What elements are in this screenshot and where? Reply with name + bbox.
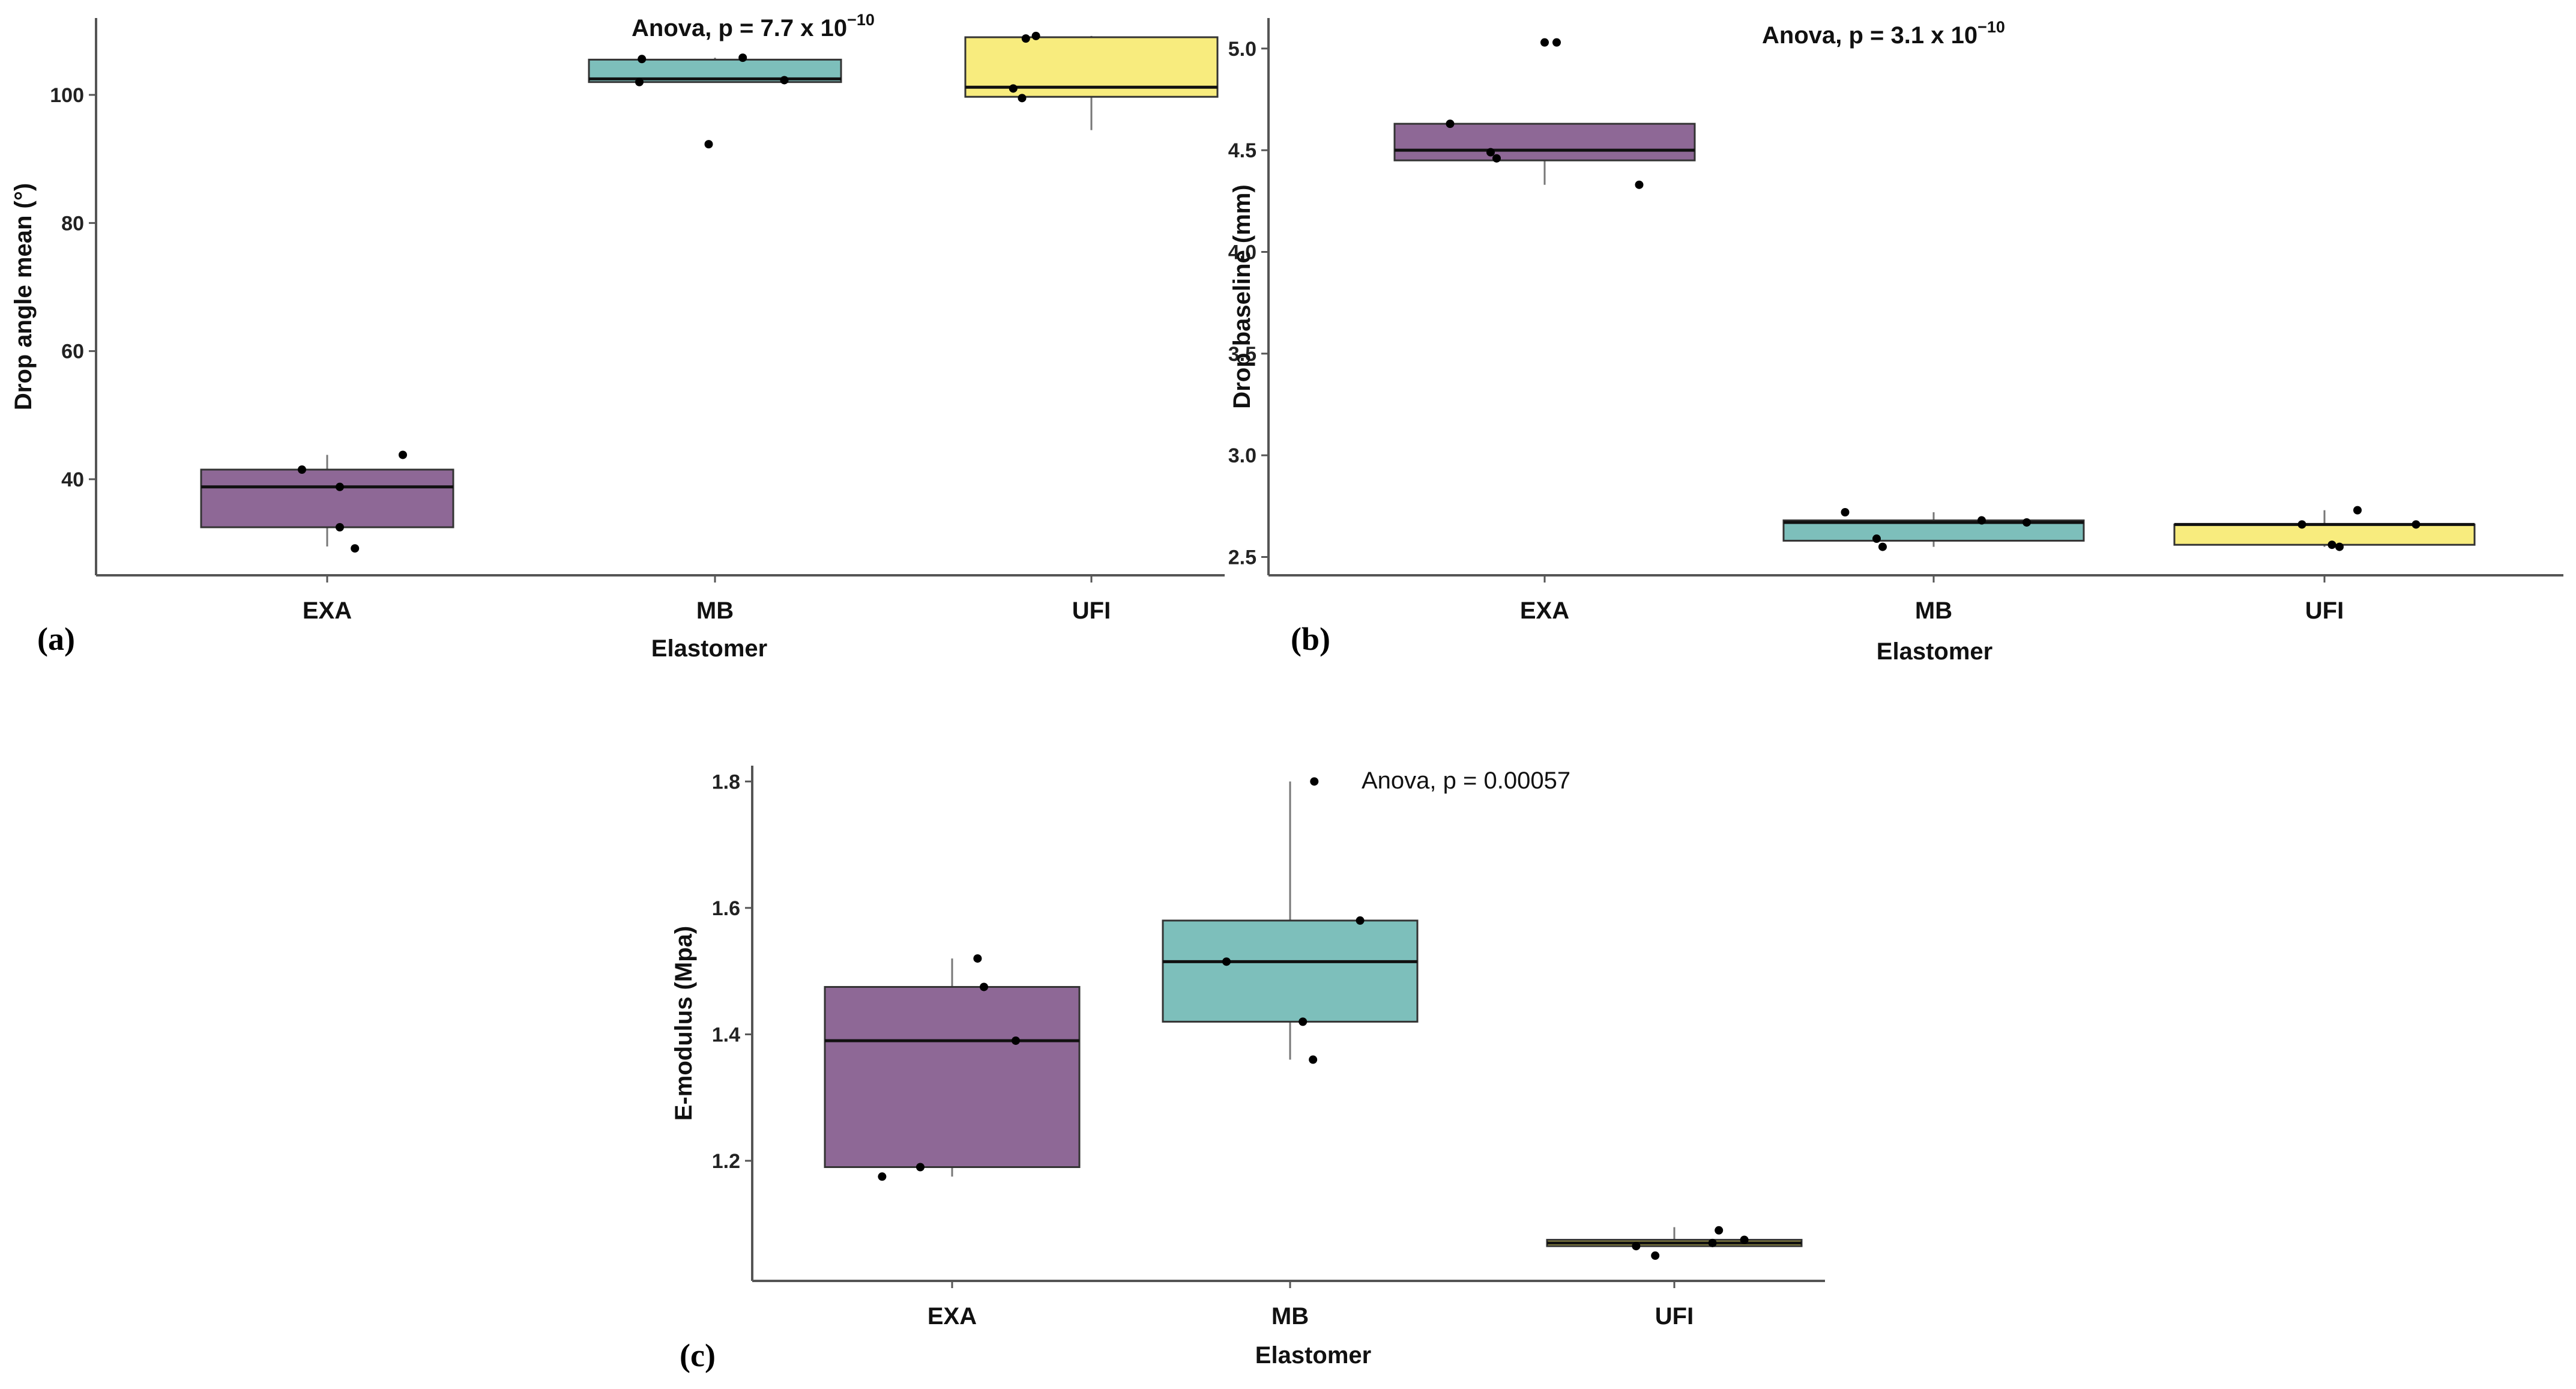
- data-point-mb: [1299, 1017, 1308, 1026]
- x-tick-label-mb: MB: [1271, 1303, 1309, 1330]
- y-tick-label: 60: [61, 340, 84, 363]
- data-point-exa: [399, 450, 407, 459]
- data-point-exa: [1486, 148, 1495, 157]
- data-point-ufi: [1740, 1235, 1749, 1244]
- data-point-exa: [336, 482, 344, 491]
- data-point-exa: [298, 465, 306, 474]
- data-point-exa: [1635, 180, 1644, 189]
- y-tick-label: 80: [61, 212, 84, 235]
- data-point-ufi: [1009, 84, 1018, 93]
- data-point-mb: [1309, 1055, 1318, 1064]
- data-point-exa: [351, 544, 360, 553]
- data-point-mb: [1356, 916, 1365, 925]
- anova-annotation: Anova, p = 3.1 x 10−10: [1762, 18, 2005, 49]
- y-tick-label: 40: [61, 468, 84, 491]
- data-point-mb: [1872, 534, 1881, 543]
- x-axis-title: Elastomer: [1255, 1342, 1371, 1369]
- data-point-ufi: [1715, 1226, 1724, 1235]
- data-point-mb: [738, 53, 747, 62]
- anova-annotation: Anova, p = 7.7 x 10−10: [632, 11, 875, 41]
- y-tick-label: 1.2: [712, 1150, 740, 1173]
- box-ufi: [2173, 523, 2476, 546]
- x-tick-label-exa: EXA: [1520, 598, 1569, 624]
- data-point-exa: [916, 1163, 925, 1172]
- data-point-ufi: [1021, 34, 1030, 43]
- data-point-exa: [1446, 120, 1455, 129]
- y-tick-label: 4.0: [1228, 241, 1256, 264]
- data-point-exa: [336, 523, 344, 531]
- panel-b-chart: 2.5 3.0 3.5 4.0 4.5 5.0 EXA MB UFI Elastomer Drop …: [1228, 18, 2563, 665]
- y-tick-label: 4.5: [1228, 139, 1256, 162]
- data-point-mb: [638, 55, 647, 64]
- panel-a-label: (a): [37, 621, 75, 657]
- panel-a-chart: 40 60 80 100 EXA MB UFI Elastomer Drop angle mea…: [10, 11, 1225, 662]
- data-point-ufi: [1632, 1242, 1641, 1251]
- box-exa: [200, 468, 454, 528]
- anova-text: Anova, p = 0.00057: [1362, 767, 1570, 794]
- data-point-ufi: [1018, 94, 1027, 103]
- y-tick-label: 3.5: [1228, 343, 1256, 366]
- x-tick-label-ufi: UFI: [1655, 1303, 1694, 1330]
- y-tick-label: 3.0: [1228, 444, 1256, 467]
- box-exa: [824, 985, 1081, 1169]
- x-tick-label-ufi: UFI: [1072, 598, 1111, 624]
- x-tick-label-exa: EXA: [928, 1303, 977, 1330]
- x-axis-title: Elastomer: [651, 635, 767, 662]
- y-tick-label: 1.6: [712, 897, 740, 920]
- data-point-exa: [1552, 38, 1561, 47]
- data-point-mb: [2022, 518, 2031, 527]
- data-point-exa: [1492, 154, 1501, 163]
- data-point-ufi: [1031, 31, 1040, 40]
- data-point-ufi: [2297, 520, 2306, 529]
- y-axis-title: Drop baseline (mm): [1229, 184, 1255, 408]
- data-point-mb: [1841, 508, 1850, 517]
- data-point-mb: [1310, 777, 1319, 786]
- anova-annotation: Anova, p = 0.00057: [1362, 767, 1570, 794]
- box-mb: [1162, 919, 1419, 1023]
- y-axis-title: E-modulus (Mpa): [671, 926, 697, 1121]
- x-tick-label-exa: EXA: [303, 598, 352, 624]
- data-point-exa: [980, 982, 988, 991]
- y-tick-label: 5.0: [1228, 38, 1256, 61]
- panel-c-label: (c): [680, 1337, 716, 1373]
- data-point-mb: [635, 77, 644, 86]
- y-axis-title: Drop angle mean (°): [10, 183, 37, 410]
- data-point-mb: [1878, 542, 1887, 551]
- anova-exponent: −10: [847, 11, 875, 29]
- data-point-mb: [780, 76, 789, 85]
- y-tick-label: 1.4: [712, 1023, 740, 1046]
- data-point-ufi: [1651, 1251, 1660, 1260]
- anova-text: Anova, p = 7.7 x 10: [632, 15, 847, 41]
- panel-c-chart: 1.2 1.4 1.6 1.8 EXA MB UFI Elastomer E-modulus (…: [671, 766, 1825, 1369]
- x-tick-label-ufi: UFI: [2305, 598, 2344, 624]
- data-point-exa: [1012, 1036, 1020, 1045]
- y-tick-label: 2.5: [1228, 546, 1256, 569]
- anova-text: Anova, p = 3.1 x 10: [1762, 22, 1977, 49]
- data-point-mb: [1222, 957, 1231, 966]
- data-point-exa: [878, 1172, 887, 1181]
- data-point-ufi: [2353, 506, 2362, 515]
- x-tick-label-mb: MB: [696, 598, 734, 624]
- data-point-exa: [1540, 38, 1549, 47]
- data-point-ufi: [1708, 1238, 1717, 1247]
- x-tick-label-mb: MB: [1915, 598, 1952, 624]
- data-point-mb: [1977, 516, 1986, 525]
- box-exa: [1393, 123, 1696, 162]
- data-point-ufi: [2335, 542, 2344, 551]
- anova-exponent: −10: [1977, 18, 2005, 36]
- y-tick-label: 1.8: [712, 770, 740, 793]
- data-point-ufi: [2412, 520, 2421, 529]
- x-axis-title: Elastomer: [1877, 638, 1992, 665]
- data-point-exa: [973, 954, 982, 963]
- data-point-ufi: [2327, 540, 2336, 549]
- y-tick-label: 100: [50, 84, 84, 107]
- panel-b-label: (b): [1291, 621, 1330, 657]
- data-point-mb: [704, 140, 713, 149]
